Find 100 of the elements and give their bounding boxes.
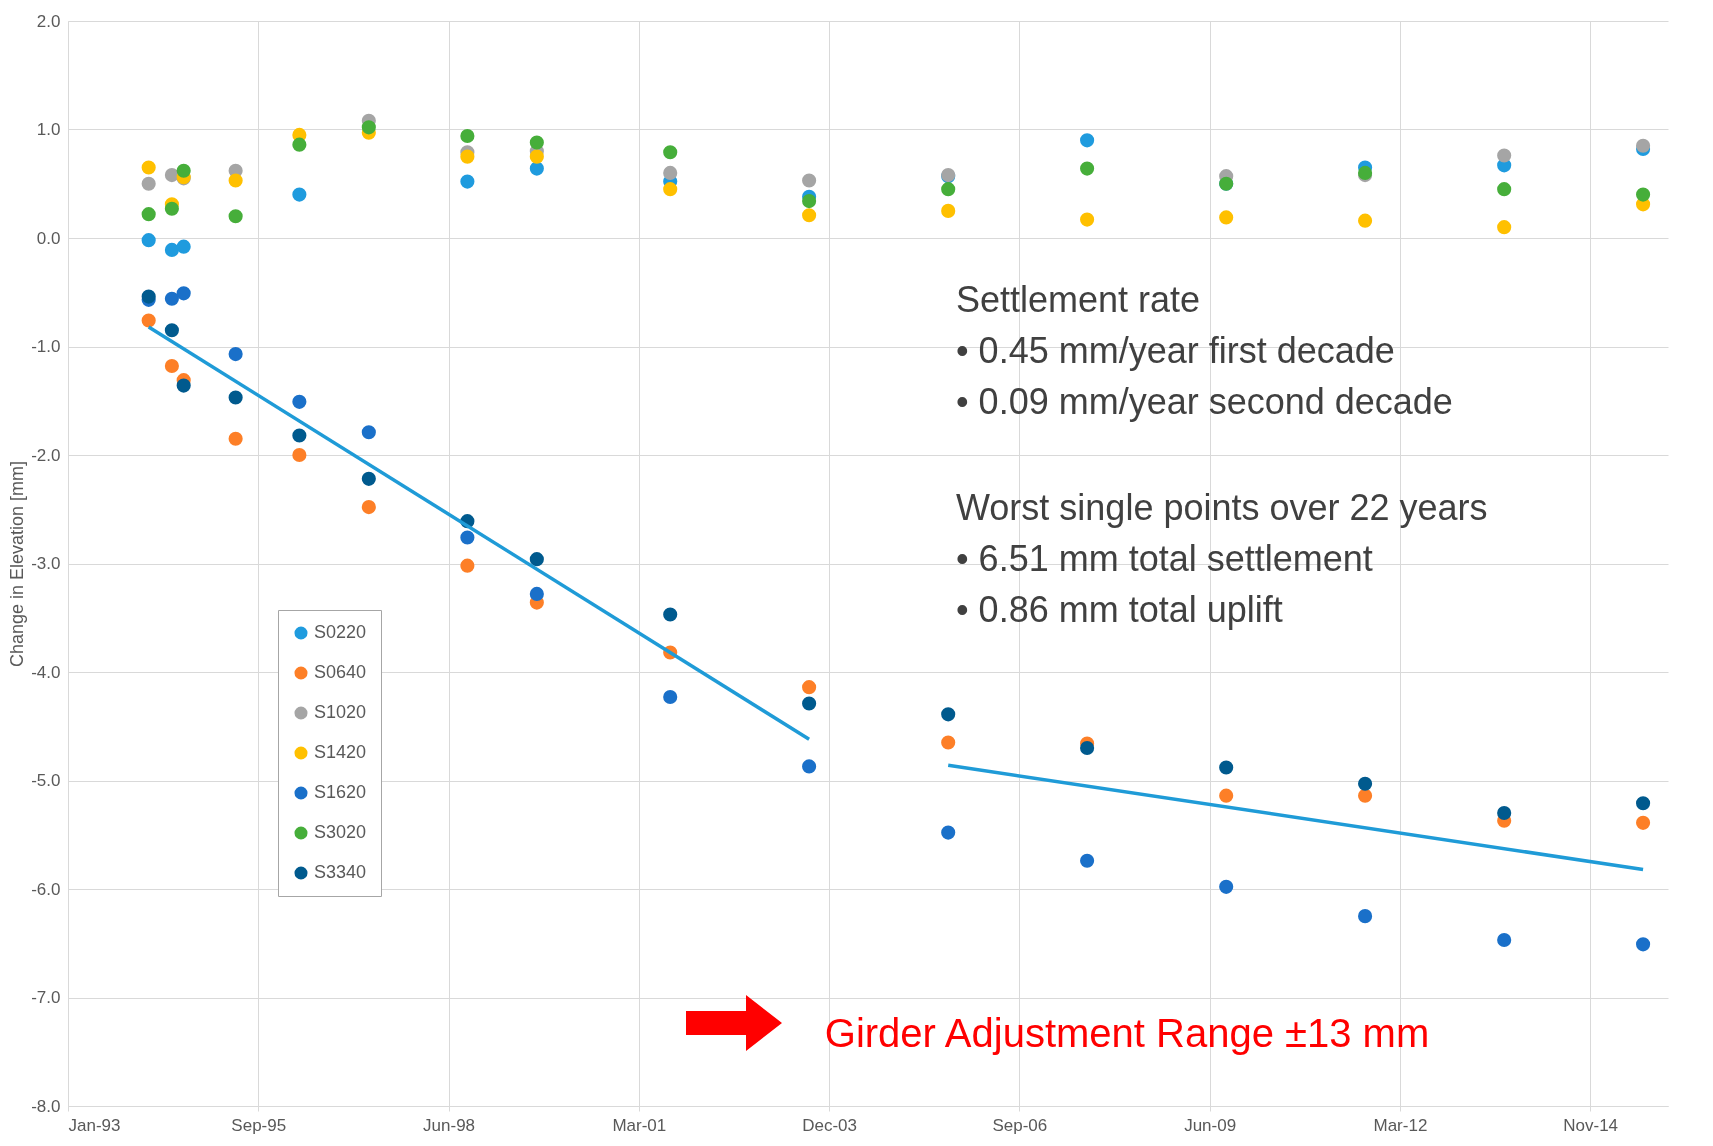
point [1636,187,1651,202]
point [141,160,156,175]
point [228,431,243,446]
point [361,120,376,135]
y-tick-label: -5.0 [31,771,61,790]
point [460,558,475,573]
point [1219,788,1234,803]
point [941,203,956,218]
point [164,323,179,338]
x-tick-label: Nov-14 [1563,1115,1619,1135]
point [141,233,156,248]
point [164,201,179,216]
legend-label: S0640 [314,662,367,682]
point [164,358,179,374]
point [1219,760,1234,775]
point [164,168,179,183]
point [529,135,544,150]
x-tick-label: Dec-03 [802,1115,857,1135]
point [176,163,191,178]
x-tick-label: Mar-12 [1373,1115,1428,1135]
y-tick-label: -2.0 [31,445,61,465]
point [1358,776,1373,791]
legend-label: S1020 [314,702,367,722]
x-tick-label: Jun-09 [1184,1115,1237,1135]
point [164,291,179,306]
x-tick-label: Jan-93 [68,1115,121,1135]
point [663,165,678,180]
point [292,137,307,152]
point [460,174,475,189]
point [1636,815,1651,830]
point [1080,133,1095,148]
point [941,707,956,722]
point [1497,932,1512,948]
point [941,182,956,197]
point [141,313,156,328]
point [1358,213,1373,228]
annotation: • 0.86 mm total uplift [956,589,1283,631]
point [802,696,817,711]
point [663,182,678,197]
point [1636,138,1651,153]
y-tick-label: 2.0 [36,11,61,31]
point [1497,220,1512,235]
point [1636,937,1651,952]
point [802,759,817,774]
point [529,586,544,601]
point [663,607,678,622]
point [802,173,817,188]
point [1219,879,1234,894]
annotation: Worst single points over 22 years [956,487,1488,529]
point [1358,909,1373,924]
legend-label: S3340 [314,862,367,882]
point [460,128,475,144]
y-tick-label: -4.0 [31,662,61,682]
legend-label: S0220 [314,622,367,642]
annotation: Girder Adjustment Range ±13 mm [824,1011,1430,1056]
legend-label: S1420 [314,742,367,762]
y-tick-label: 1.0 [36,120,61,139]
y-tick-label: -7.0 [31,988,61,1007]
point [176,378,191,393]
point [802,680,817,695]
annotation: • 6.51 mm total settlement [956,538,1373,580]
point [228,390,243,405]
point [663,689,678,705]
x-tick-label: Jun-98 [423,1115,476,1135]
legend-label: S3020 [314,822,367,842]
point [1636,796,1651,811]
x-tick-label: Sep-06 [992,1115,1048,1135]
annotation: • 0.45 mm/year first decade [956,329,1395,371]
point [228,209,243,224]
annotation: • 0.09 mm/year second decade [956,380,1453,422]
point [941,825,956,840]
point [292,187,307,202]
point [1080,853,1095,868]
x-tick-label: Sep-95 [231,1115,287,1135]
point [941,735,956,750]
point [663,145,678,160]
point [1080,740,1095,756]
point [361,425,376,440]
point [529,161,544,176]
point [1358,788,1373,803]
y-tick-label: -3.0 [31,554,61,573]
point [529,552,544,567]
point [361,500,376,515]
point [529,149,544,164]
legend-label: S1620 [314,782,367,802]
point [228,347,243,362]
point [361,471,376,486]
point [176,286,191,301]
point [802,194,817,209]
point [1497,182,1512,197]
point [802,208,817,223]
point [176,239,191,254]
y-tick-label: -8.0 [31,1096,61,1116]
annotation: Settlement rate [956,278,1201,320]
point [460,530,475,545]
point [292,447,307,463]
y-tick-label: -1.0 [31,337,61,356]
point [141,207,156,222]
point [1497,805,1512,821]
point [460,149,475,164]
